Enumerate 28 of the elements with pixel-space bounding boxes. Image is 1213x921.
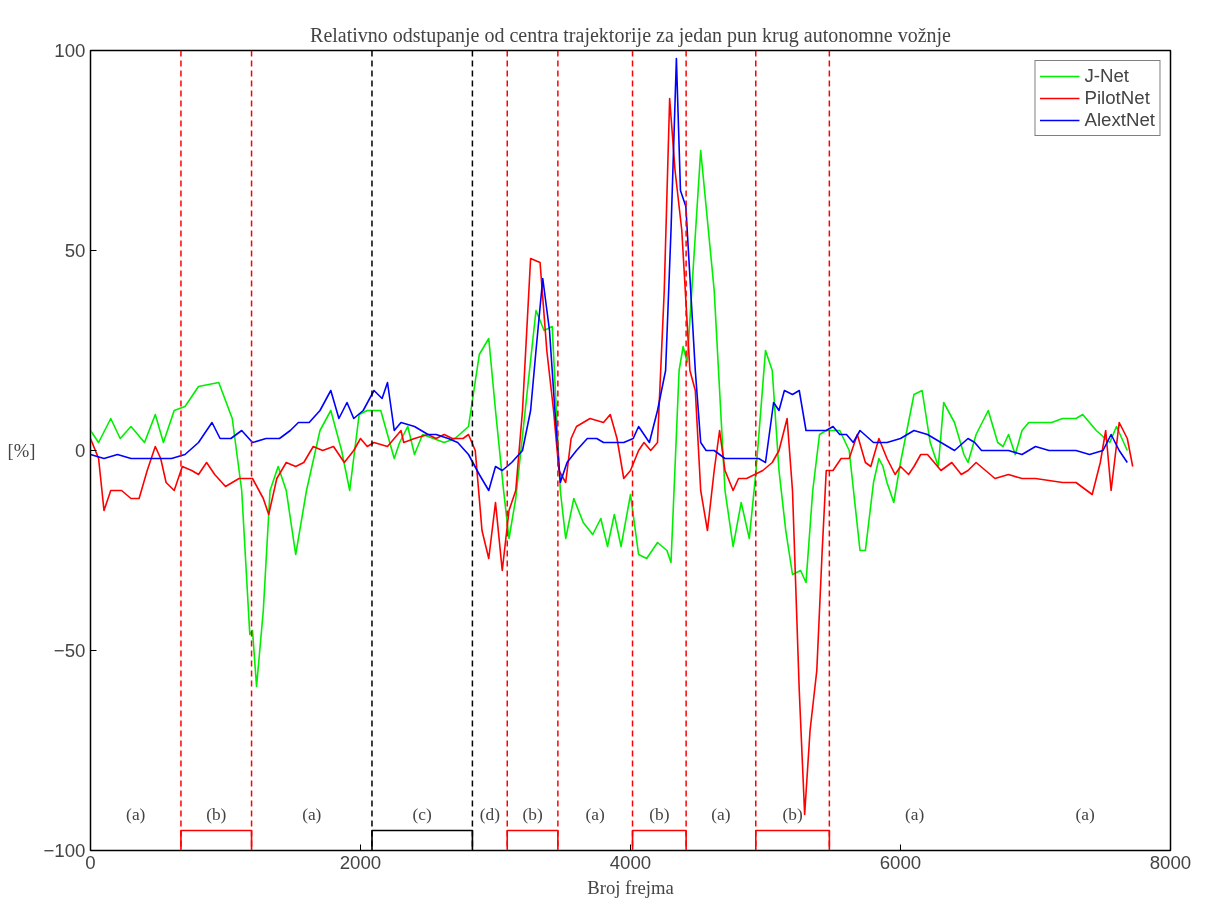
y-tick-label: −100	[43, 840, 86, 861]
annotation: (a)	[1075, 805, 1096, 824]
annotation: (b)	[206, 805, 227, 824]
chart-title: Relativno odstupanje od centra trajektorije za jedan pun krug autonomne vožnje	[310, 23, 952, 47]
annotation: (a)	[711, 805, 731, 824]
annotation: (b)	[782, 805, 803, 824]
annotation: (a)	[126, 805, 146, 824]
annotation: (d)	[479, 805, 501, 824]
annotation: (b)	[649, 805, 670, 824]
annotation: (a)	[905, 805, 925, 824]
annotation: (a)	[585, 805, 606, 824]
annotation: (a)	[302, 805, 322, 824]
y-axis-title: [%]	[7, 440, 36, 461]
legend-label: PilotNet	[1084, 87, 1150, 109]
annotation: (c)	[412, 805, 433, 824]
legend-label: AlextNet	[1084, 109, 1155, 131]
line-series	[90, 149, 1129, 688]
x-tick-label: 4000	[609, 851, 652, 873]
annotation: (b)	[522, 805, 543, 824]
y-tick-label: 0	[75, 440, 86, 461]
y-tick-label: 100	[54, 40, 86, 61]
x-tick-label: 2000	[339, 851, 382, 873]
x-tick-label: 6000	[879, 851, 922, 873]
legend-label: J-Net	[1084, 65, 1130, 87]
y-tick-label: 50	[64, 240, 86, 261]
x-tick-label: 8000	[1149, 851, 1192, 873]
y-tick-label: −50	[53, 640, 86, 661]
x-axis-title: Broj frejma	[587, 876, 675, 898]
